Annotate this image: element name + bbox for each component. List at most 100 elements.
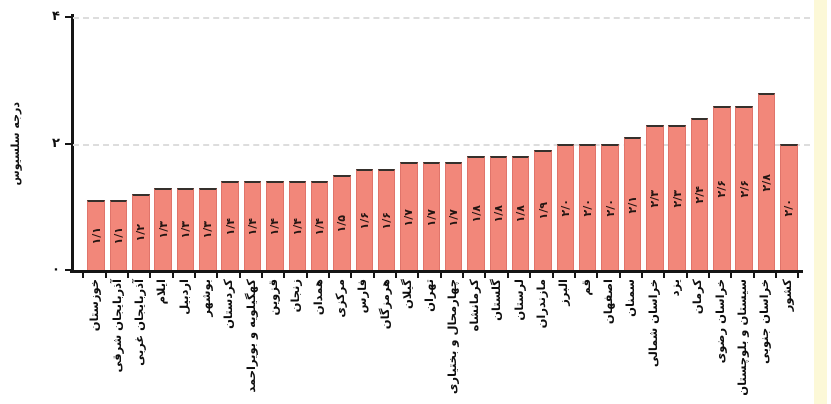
y-tick-mark bbox=[65, 142, 71, 145]
x-axis-label: چهارمحال و بختیاری bbox=[444, 279, 459, 395]
x-tick-mark bbox=[82, 273, 85, 278]
x-axis-label-container: هرمزگان bbox=[373, 279, 395, 403]
bar: ۲/۰ bbox=[601, 143, 619, 270]
x-axis-label-container: فارس bbox=[351, 279, 373, 403]
bar: ۱/۸ bbox=[467, 156, 485, 270]
bar-value-label: ۱/۸ bbox=[514, 205, 528, 223]
bar-value-label: ۱/۶ bbox=[357, 211, 371, 230]
x-tick-mark bbox=[618, 273, 621, 278]
bar-value-label: ۲/۸ bbox=[759, 173, 773, 192]
x-axis-label-container: خوزستان bbox=[83, 279, 105, 403]
x-tick-mark bbox=[305, 273, 308, 278]
bar-value-label: ۱/۳ bbox=[179, 221, 193, 239]
bar-value-label: ۲/۰ bbox=[782, 199, 796, 217]
y-tick-label: ۴ bbox=[52, 9, 60, 25]
x-tick-mark bbox=[350, 273, 353, 278]
x-tick-mark bbox=[194, 273, 197, 278]
x-axis-label: فارس bbox=[355, 279, 370, 314]
plot-area: ۴ ۲ ۰ ۱/۱ خوزستان ۱/۱ آذربایجان شرقی ۱/۲ آذربایج… bbox=[52, 9, 810, 396]
x-tick-mark bbox=[439, 273, 442, 278]
bar: ۱/۹ bbox=[534, 149, 552, 270]
bar: ۲/۰ bbox=[780, 143, 798, 270]
x-axis-label: قم bbox=[578, 279, 593, 296]
bar: ۱/۶ bbox=[355, 168, 374, 270]
x-axis-label-container: خراسان رضوی bbox=[709, 279, 731, 403]
bar-value-label: ۲/۶ bbox=[715, 180, 729, 198]
x-axis-label-container: البرز bbox=[552, 279, 574, 403]
x-axis-label: یزد bbox=[668, 279, 683, 297]
bar: ۲/۳ bbox=[668, 124, 686, 270]
x-axis-label-container: ایلام bbox=[150, 279, 172, 403]
x-axis-label-container: مازندران bbox=[530, 279, 552, 403]
x-tick-mark bbox=[462, 273, 465, 278]
bar: ۲/۸ bbox=[757, 92, 776, 270]
x-tick-mark bbox=[395, 273, 398, 278]
bar: ۱/۷ bbox=[400, 162, 418, 270]
bar-value-label: ۲/۰ bbox=[603, 199, 617, 217]
x-axis-label-container: کشور bbox=[776, 279, 798, 403]
x-tick-mark bbox=[484, 273, 487, 278]
x-tick-mark bbox=[730, 273, 733, 278]
bar-value-label: ۱/۹ bbox=[536, 202, 550, 220]
x-tick-mark bbox=[707, 273, 710, 278]
bar-value-label: ۲/۴ bbox=[692, 186, 706, 204]
x-axis-label: خوزستان bbox=[87, 279, 102, 332]
x-axis-label: سمنان bbox=[623, 279, 638, 317]
x-axis-label: البرز bbox=[556, 279, 571, 306]
x-tick-mark bbox=[640, 273, 643, 278]
x-axis-label: بوشهر bbox=[198, 279, 213, 317]
y-axis-line bbox=[71, 14, 74, 273]
x-axis-label-container: کرمان bbox=[686, 279, 708, 403]
bar: ۲/۳ bbox=[646, 124, 664, 270]
x-axis-label-container: کرمانشاه bbox=[463, 279, 485, 403]
x-tick-mark bbox=[216, 273, 219, 278]
bar-value-label: ۱/۶ bbox=[380, 211, 394, 230]
bar: ۱/۴ bbox=[221, 181, 239, 270]
x-tick-mark bbox=[417, 273, 420, 278]
x-axis-label-container: خراسان جنوبی bbox=[753, 279, 775, 403]
x-axis-label: قزوین bbox=[265, 279, 280, 316]
bar: ۱/۲ bbox=[132, 194, 150, 270]
x-tick-mark bbox=[171, 273, 174, 278]
x-axis-label: آذربایجان شرقی bbox=[109, 279, 124, 373]
bar: ۱/۴ bbox=[288, 181, 307, 270]
x-axis-label: گلستان bbox=[489, 279, 504, 321]
bar-value-label: ۱/۳ bbox=[156, 221, 170, 239]
bar-value-label: ۱/۴ bbox=[268, 218, 282, 236]
x-axis-label: کرمان bbox=[690, 279, 705, 315]
x-axis-label: اصفهان bbox=[601, 279, 616, 325]
x-axis-label-container: سمنان bbox=[619, 279, 641, 403]
x-axis-label-container: اصفهان bbox=[597, 279, 619, 403]
bar-value-label: ۱/۳ bbox=[201, 221, 215, 239]
bar-value-label: ۲/۳ bbox=[648, 189, 662, 207]
x-axis-label-container: خراسان شمالی bbox=[642, 279, 664, 403]
x-axis-label: کردستان bbox=[221, 279, 236, 329]
x-axis-label-container: زنجان bbox=[284, 279, 306, 403]
x-axis-label-container: تهران bbox=[418, 279, 440, 403]
bar-value-label: ۱/۸ bbox=[469, 205, 483, 223]
x-tick-mark bbox=[797, 273, 800, 278]
bar-value-label: ۱/۷ bbox=[424, 208, 438, 226]
x-tick-mark bbox=[104, 273, 107, 278]
bar-value-label: ۱/۴ bbox=[246, 218, 260, 236]
bar: ۲/۰ bbox=[578, 143, 597, 270]
bar: ۱/۶ bbox=[377, 168, 396, 270]
bar-value-label: ۱/۴ bbox=[223, 218, 237, 236]
bar: ۲/۴ bbox=[690, 118, 709, 270]
bar: ۱/۱ bbox=[87, 200, 105, 270]
gridline-4 bbox=[73, 17, 810, 19]
x-axis-label: تهران bbox=[422, 279, 437, 312]
x-axis-label-container: قزوین bbox=[262, 279, 284, 403]
x-tick-mark bbox=[126, 273, 129, 278]
bar-value-label: ۲/۰ bbox=[581, 199, 595, 217]
x-tick-mark bbox=[551, 273, 554, 278]
bar-value-label: ۱/۵ bbox=[335, 214, 349, 233]
x-tick-mark bbox=[685, 273, 688, 278]
gridline-2 bbox=[73, 143, 810, 146]
x-axis-label: هرمزگان bbox=[377, 279, 392, 330]
bar: ۱/۸ bbox=[511, 156, 530, 270]
x-axis-label: کهگیلویه و بویراحمد bbox=[243, 279, 258, 393]
y-tick-mark bbox=[65, 269, 71, 271]
bar: ۱/۷ bbox=[422, 162, 441, 270]
x-tick-mark bbox=[506, 273, 509, 278]
